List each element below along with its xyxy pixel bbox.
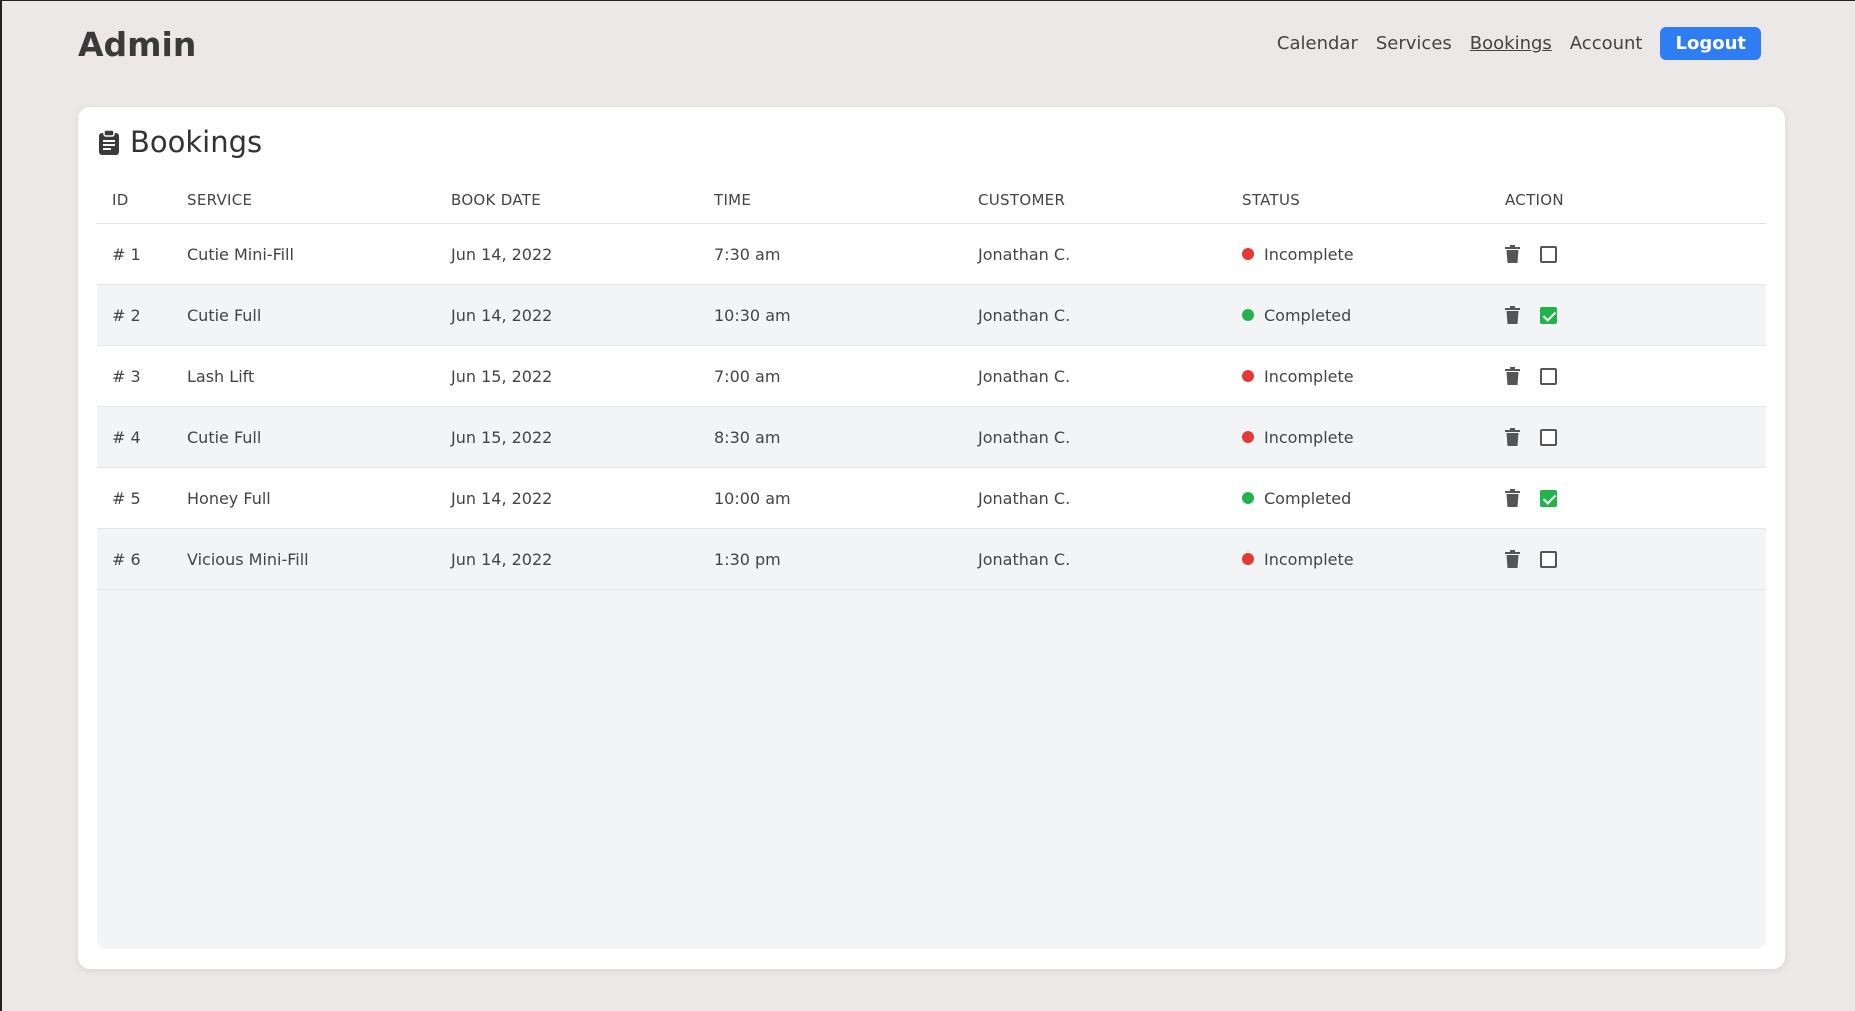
col-status: STATUS: [1242, 191, 1301, 209]
nav-account[interactable]: Account: [1569, 33, 1643, 54]
status-badge: Completed: [1242, 489, 1351, 508]
booking-time: 10:00 am: [714, 488, 791, 508]
main-nav: Calendar Services Bookings Account Logou…: [1277, 27, 1761, 60]
col-time: TIME: [714, 191, 752, 209]
row-actions: [1505, 306, 1557, 324]
booking-time: 8:30 am: [714, 427, 781, 447]
booking-customer: Jonathan C.: [978, 366, 1071, 386]
booking-date: Jun 14, 2022: [451, 488, 553, 508]
status-label: Incomplete: [1264, 427, 1354, 447]
col-action: ACTION: [1505, 191, 1564, 209]
status-dot-icon: [1242, 370, 1254, 382]
booking-customer: Jonathan C.: [978, 427, 1071, 447]
table-row: # 5 Honey Full Jun 14, 2022 10:00 am Jon…: [97, 468, 1766, 529]
status-label: Incomplete: [1264, 366, 1354, 386]
row-actions: [1505, 367, 1557, 385]
logout-button[interactable]: Logout: [1660, 27, 1761, 60]
col-book-date: BOOK DATE: [451, 191, 541, 209]
booking-id: # 4: [112, 427, 141, 447]
bookings-table: ID SERVICE BOOK DATE TIME CUSTOMER STATU…: [97, 177, 1766, 949]
bookings-card: Bookings ID SERVICE BOOK DATE TIME CUSTO…: [78, 107, 1785, 969]
booking-id: # 1: [112, 244, 141, 264]
row-actions: [1505, 428, 1557, 446]
status-label: Incomplete: [1264, 549, 1354, 569]
booking-id: # 2: [112, 305, 141, 325]
col-service: SERVICE: [187, 191, 253, 209]
table-row: # 6 Vicious Mini-Fill Jun 14, 2022 1:30 …: [97, 529, 1766, 590]
table-row: # 4 Cutie Full Jun 15, 2022 8:30 am Jona…: [97, 407, 1766, 468]
complete-checkbox[interactable]: [1540, 367, 1557, 385]
booking-date: Jun 14, 2022: [451, 244, 553, 264]
complete-checkbox[interactable]: [1540, 550, 1557, 568]
booking-time: 7:00 am: [714, 366, 781, 386]
row-actions: [1505, 489, 1557, 507]
booking-id: # 5: [112, 488, 141, 508]
status-badge: Incomplete: [1242, 367, 1354, 386]
status-badge: Incomplete: [1242, 550, 1354, 569]
col-customer: CUSTOMER: [978, 191, 1066, 209]
status-badge: Completed: [1242, 306, 1351, 325]
top-bar: Admin Calendar Services Bookings Account…: [2, 1, 1855, 96]
trash-icon[interactable]: [1505, 428, 1520, 446]
nav-calendar[interactable]: Calendar: [1276, 33, 1358, 54]
status-dot-icon: [1242, 309, 1254, 321]
complete-checkbox[interactable]: [1540, 306, 1557, 324]
status-label: Completed: [1264, 488, 1352, 508]
status-dot-icon: [1242, 431, 1254, 443]
booking-time: 10:30 am: [714, 305, 791, 325]
status-dot-icon: [1242, 553, 1254, 565]
trash-icon[interactable]: [1505, 245, 1520, 263]
booking-service: Cutie Full: [187, 427, 262, 447]
trash-icon[interactable]: [1505, 489, 1520, 507]
booking-service: Honey Full: [187, 488, 271, 508]
booking-id: # 3: [112, 366, 141, 386]
booking-time: 1:30 pm: [714, 549, 781, 569]
table-body: # 1 Cutie Mini-Fill Jun 14, 2022 7:30 am…: [97, 224, 1766, 590]
col-id: ID: [112, 191, 129, 209]
status-label: Completed: [1264, 305, 1352, 325]
complete-checkbox[interactable]: [1540, 245, 1557, 263]
nav-services[interactable]: Services: [1375, 33, 1452, 54]
card-header: Bookings: [98, 125, 262, 159]
page-title: Bookings: [130, 125, 263, 159]
booking-service: Cutie Full: [187, 305, 262, 325]
booking-customer: Jonathan C.: [978, 305, 1071, 325]
booking-time: 7:30 am: [714, 244, 781, 264]
table-row: # 1 Cutie Mini-Fill Jun 14, 2022 7:30 am…: [97, 224, 1766, 285]
row-actions: [1505, 245, 1557, 263]
status-dot-icon: [1242, 492, 1254, 504]
status-label: Incomplete: [1264, 244, 1354, 264]
booking-date: Jun 15, 2022: [451, 366, 553, 386]
trash-icon[interactable]: [1505, 367, 1520, 385]
brand-title: Admin: [78, 25, 197, 64]
complete-checkbox[interactable]: [1540, 489, 1557, 507]
nav-bookings[interactable]: Bookings: [1469, 33, 1552, 54]
table-row: # 2 Cutie Full Jun 14, 2022 10:30 am Jon…: [97, 285, 1766, 346]
booking-customer: Jonathan C.: [978, 244, 1071, 264]
table-header: ID SERVICE BOOK DATE TIME CUSTOMER STATU…: [97, 177, 1766, 224]
table-row: # 3 Lash Lift Jun 15, 2022 7:00 am Jonat…: [97, 346, 1766, 407]
complete-checkbox[interactable]: [1540, 428, 1557, 446]
booking-date: Jun 15, 2022: [451, 427, 553, 447]
booking-date: Jun 14, 2022: [451, 305, 553, 325]
booking-service: Lash Lift: [187, 366, 255, 386]
status-dot-icon: [1242, 248, 1254, 260]
booking-customer: Jonathan C.: [978, 488, 1071, 508]
clipboard-icon: [98, 129, 120, 155]
trash-icon[interactable]: [1505, 550, 1520, 568]
status-badge: Incomplete: [1242, 245, 1354, 264]
trash-icon[interactable]: [1505, 306, 1520, 324]
booking-id: # 6: [112, 549, 141, 569]
booking-service: Cutie Mini-Fill: [187, 244, 294, 264]
status-badge: Incomplete: [1242, 428, 1354, 447]
booking-date: Jun 14, 2022: [451, 549, 553, 569]
row-actions: [1505, 550, 1557, 568]
booking-service: Vicious Mini-Fill: [187, 549, 309, 569]
booking-customer: Jonathan C.: [978, 549, 1071, 569]
